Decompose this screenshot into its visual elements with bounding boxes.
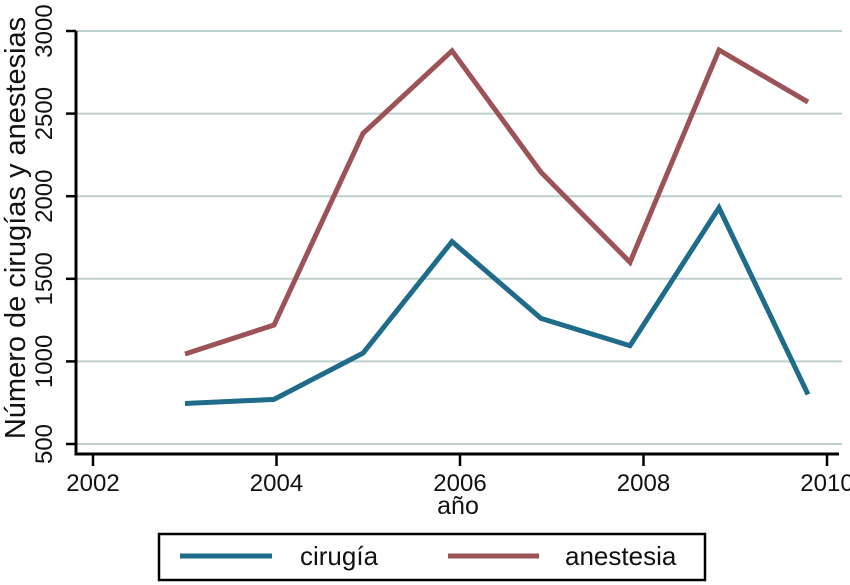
y-tick-label: 2500 [31,87,58,140]
x-tick-label: 2004 [250,470,303,497]
y-tick-label: 3000 [31,4,58,57]
x-tick-label: 2010 [800,470,850,497]
tick-labels-layer: 500 1000 1500 2000 2500 3000 2002 2004 2006 2008 2… [31,4,850,497]
series-line-anestesia [184,46,810,357]
gridlines-layer [76,30,842,445]
y-axis-title: Número de cirugías y anestesias [0,17,32,439]
x-tick-label: 2006 [433,470,486,497]
series-line-cirugía [184,202,811,407]
y-tick-label: 1500 [31,252,58,305]
x-tick-label: 2008 [617,470,670,497]
series-layer [184,46,811,407]
legend-label-anestesia: anestesia [565,541,677,571]
y-tick-label: 500 [31,424,58,464]
legend: cirugía anestesia [157,532,707,582]
x-tick-label: 2002 [66,470,119,497]
x-axis-title: año [437,492,479,520]
y-tick-label: 1000 [31,335,58,388]
axis-lines [74,31,839,456]
axes-layer [66,29,839,466]
legend-label-cirugia: cirugía [300,541,379,571]
y-tick-label: 2000 [31,170,58,223]
